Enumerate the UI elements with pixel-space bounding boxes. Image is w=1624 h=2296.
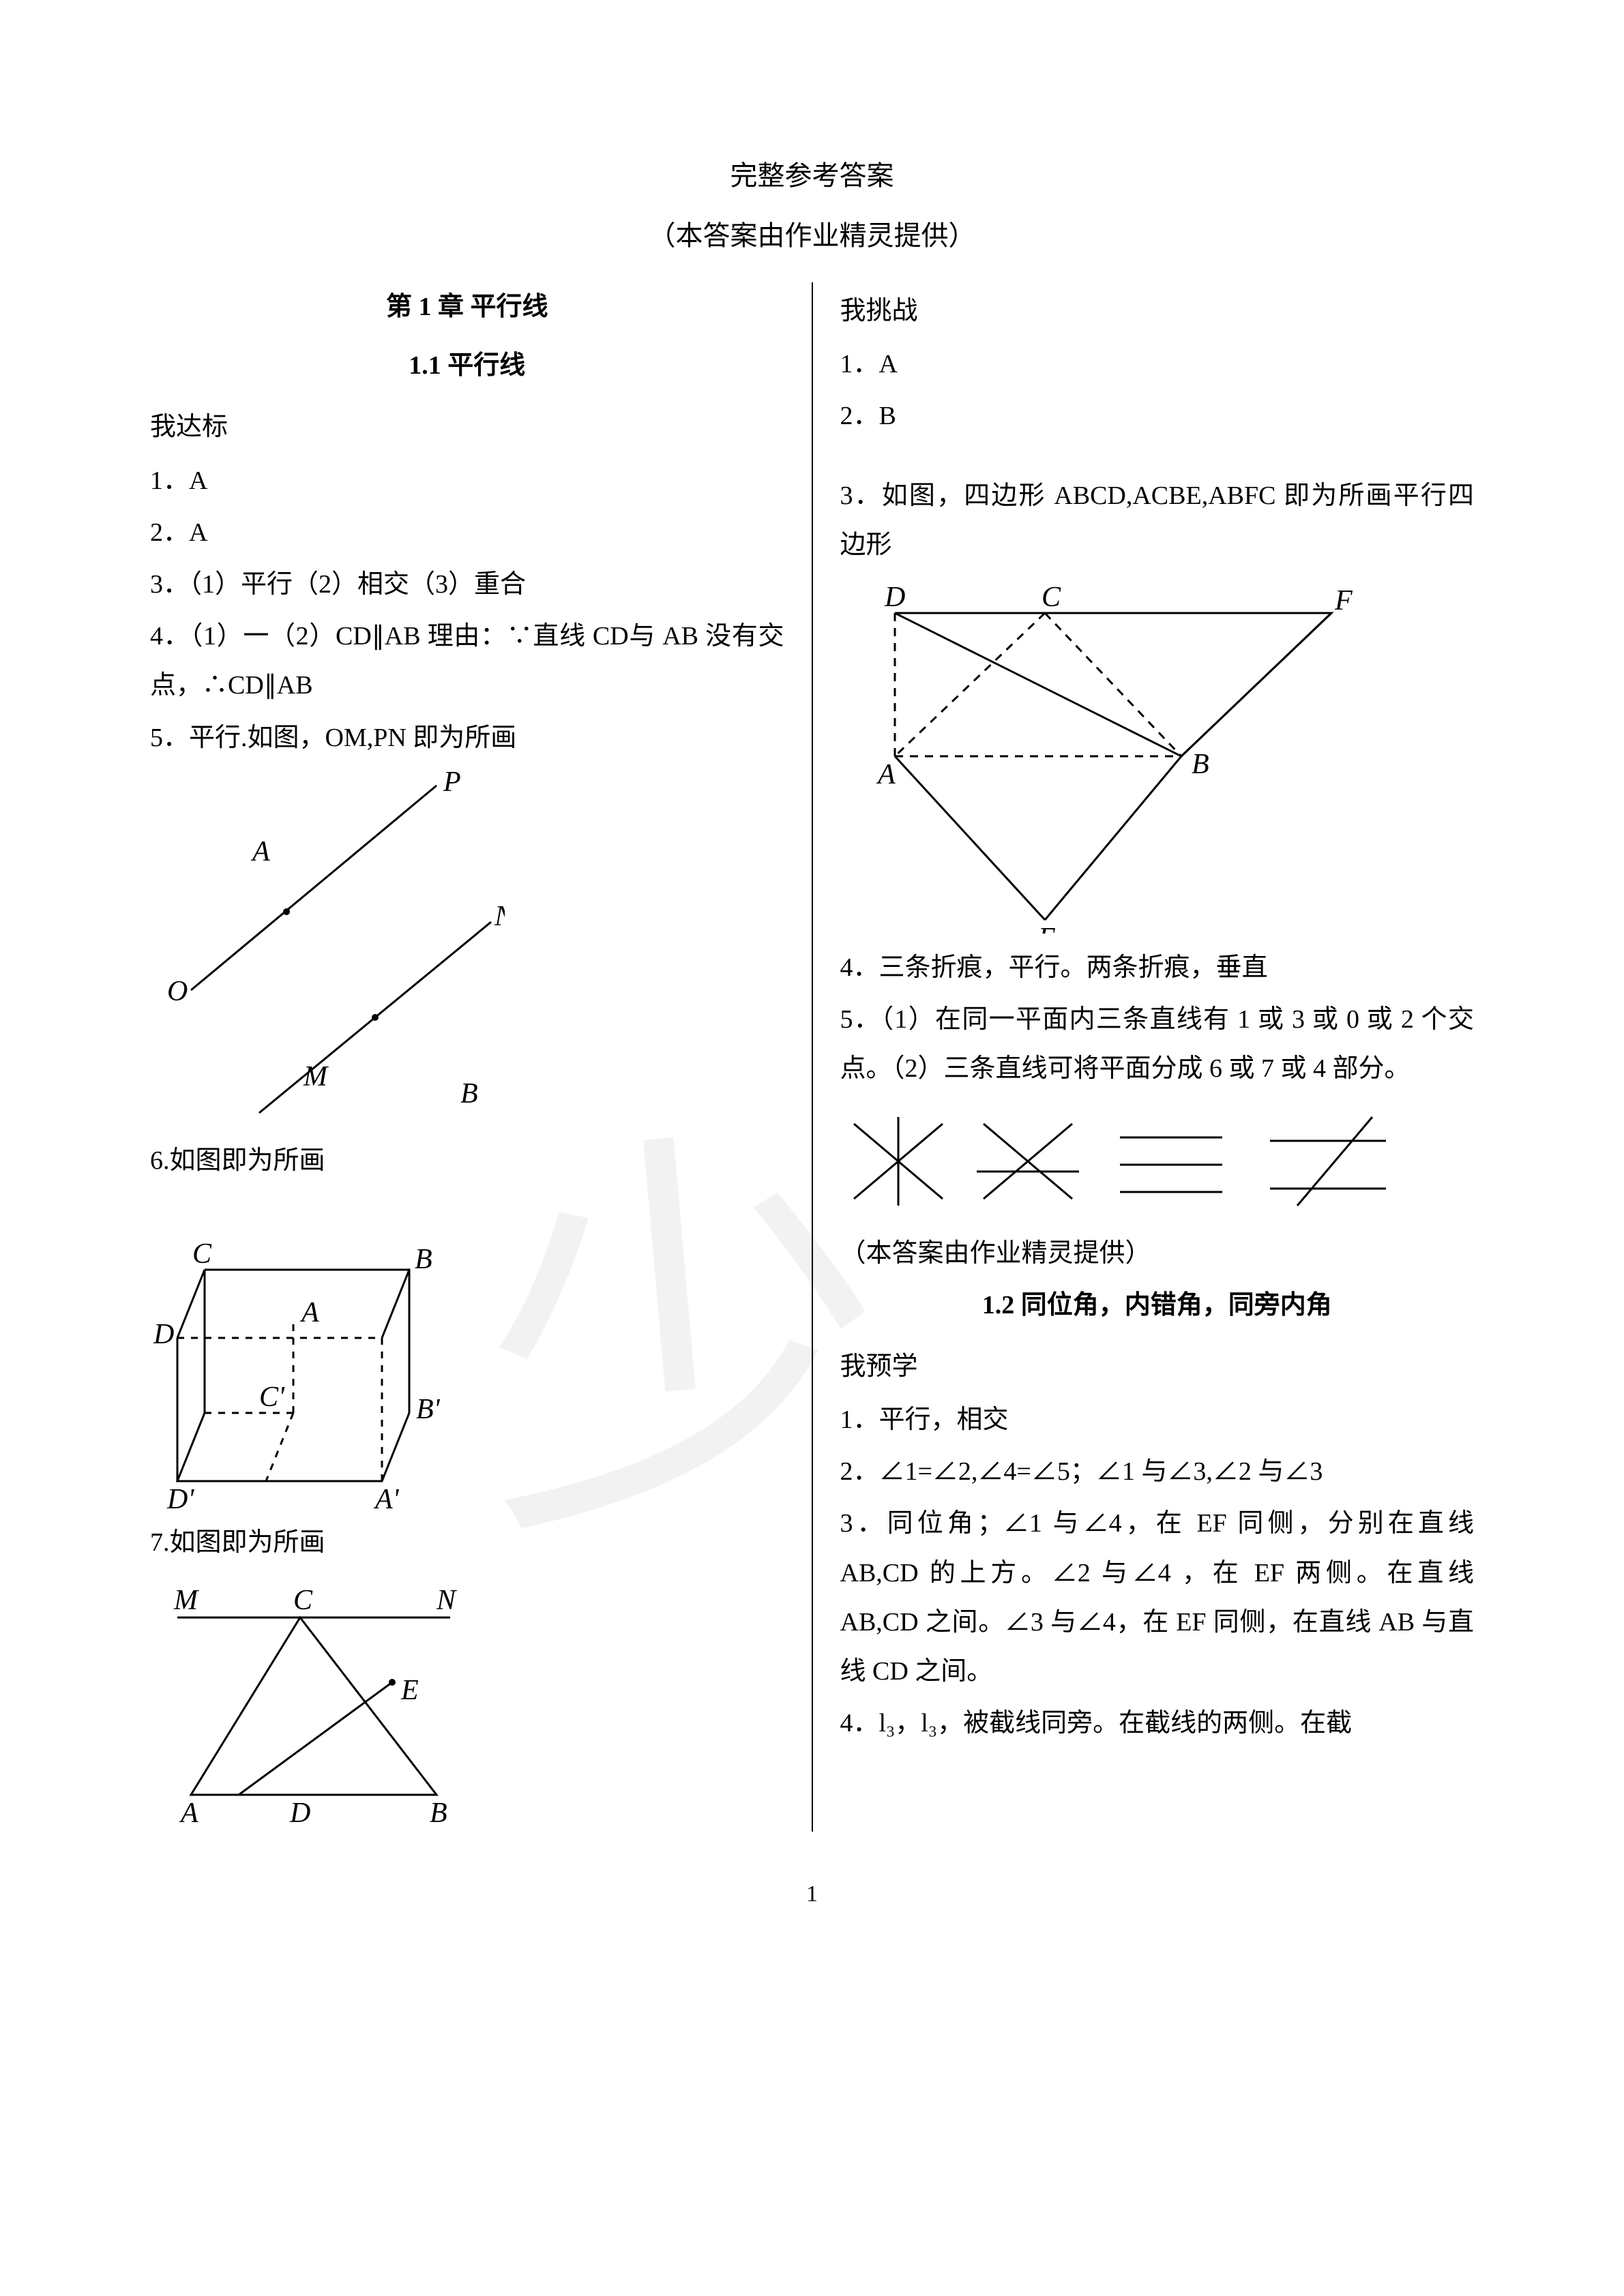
right-q5: 5．（1）在同一平面内三条直线有 1 或 3 或 0 或 2 个交点。（2）三条… xyxy=(840,995,1475,1093)
label-D3: D xyxy=(884,582,905,613)
section-title-1-1: 1.1 平行线 xyxy=(150,341,784,390)
label-A3: A xyxy=(876,759,896,790)
subhead-yuxue: 我预学 xyxy=(840,1342,1475,1391)
right-p1: 1．平行，相交 xyxy=(840,1395,1475,1444)
left-q6: 6.如图即为所画 xyxy=(150,1136,784,1185)
label-P: P xyxy=(443,772,461,798)
label-A2: A xyxy=(179,1798,198,1822)
label-E3: E xyxy=(1037,923,1056,934)
label-Bp: B' xyxy=(416,1394,441,1425)
page-title: 完整参考答案 xyxy=(150,150,1474,202)
left-column: 第 1 章 平行线 1.1 平行线 我达标 1．A 2．A 3．（1）平行（2）… xyxy=(150,282,812,1832)
label-D: D xyxy=(153,1319,174,1350)
label-Dp: D' xyxy=(166,1484,194,1508)
label-D2: D xyxy=(289,1798,310,1822)
section-title-1-2: 1.2 同位角，内错角，同旁内角 xyxy=(840,1281,1475,1330)
label-B: B xyxy=(415,1244,432,1275)
left-q7: 7.如图即为所画 xyxy=(150,1518,784,1567)
figure-parallelograms: D C F A B E xyxy=(840,579,1475,934)
page-number: 1 xyxy=(150,1873,1474,1917)
label-C3: C xyxy=(1042,582,1061,613)
right-p3: 3．同位角；∠1 与∠4，在 EF 同侧，分别在直线 AB,CD 的上方。∠2 … xyxy=(840,1499,1475,1696)
credit-line: （本答案由作业精灵提供） xyxy=(840,1229,1475,1278)
label-Ap: A' xyxy=(373,1484,400,1508)
label-C: C xyxy=(293,1585,313,1616)
left-q3: 3．（1）平行（2）相交（3）重合 xyxy=(150,560,784,609)
label-A: A xyxy=(250,836,270,867)
figure-ompn: P A N O M B xyxy=(150,772,784,1127)
page-subtitle: （本答案由作业精灵提供） xyxy=(150,210,1474,262)
right-q2: 2．B xyxy=(840,391,1475,441)
label-N: N xyxy=(436,1585,457,1616)
label-B: B xyxy=(460,1078,478,1109)
label-F3: F xyxy=(1334,585,1353,616)
left-q1: 1．A xyxy=(150,456,784,505)
right-p2: 2．∠1=∠2,∠4=∠5；∠1 与∠3,∠2 与∠3 xyxy=(840,1447,1475,1496)
label-B2: B xyxy=(430,1798,447,1822)
figure-line-arrangements xyxy=(840,1103,1475,1219)
label-M: M xyxy=(173,1585,199,1616)
left-q2: 2．A xyxy=(150,508,784,557)
label-M: M xyxy=(303,1061,329,1092)
chapter-title: 第 1 章 平行线 xyxy=(150,282,784,331)
left-q5: 5．平行.如图，OM,PN 即为所画 xyxy=(150,713,784,762)
right-p4: 4．l₃，l₃，被截线同旁。在截线的两侧。在截 xyxy=(840,1699,1475,1748)
two-column-layout: 第 1 章 平行线 1.1 平行线 我达标 1．A 2．A 3．（1）平行（2）… xyxy=(150,282,1474,1832)
label-B3: B xyxy=(1192,749,1209,780)
figure-cube: C B A D C' B' D' A' xyxy=(150,1195,784,1508)
label-N: N xyxy=(494,901,505,932)
label-E: E xyxy=(400,1675,419,1706)
right-q3: 3．如图，四边形 ABCD,ACBE,ABFC 即为所画平行四边形 xyxy=(840,471,1475,569)
right-q1: 1．A xyxy=(840,340,1475,389)
label-C: C xyxy=(192,1238,212,1270)
right-q4: 4．三条折痕，平行。两条折痕，垂直 xyxy=(840,943,1475,992)
right-column: 我挑战 1．A 2．B 3．如图，四边形 ABCD,ACBE,ABFC 即为所画… xyxy=(812,282,1475,1832)
label-O: O xyxy=(167,976,188,1007)
figure-triangle-mn: M C N E A D B xyxy=(150,1577,784,1822)
subhead-dabiao: 我达标 xyxy=(150,402,784,451)
label-A: A xyxy=(299,1297,319,1328)
label-Cp: C' xyxy=(259,1382,285,1413)
left-q4: 4．（1）一（2）CD∥AB 理由：∵直线 CD与 AB 没有交点，∴CD∥AB xyxy=(150,612,784,710)
subhead-tiaozhan: 我挑战 xyxy=(840,286,1475,336)
